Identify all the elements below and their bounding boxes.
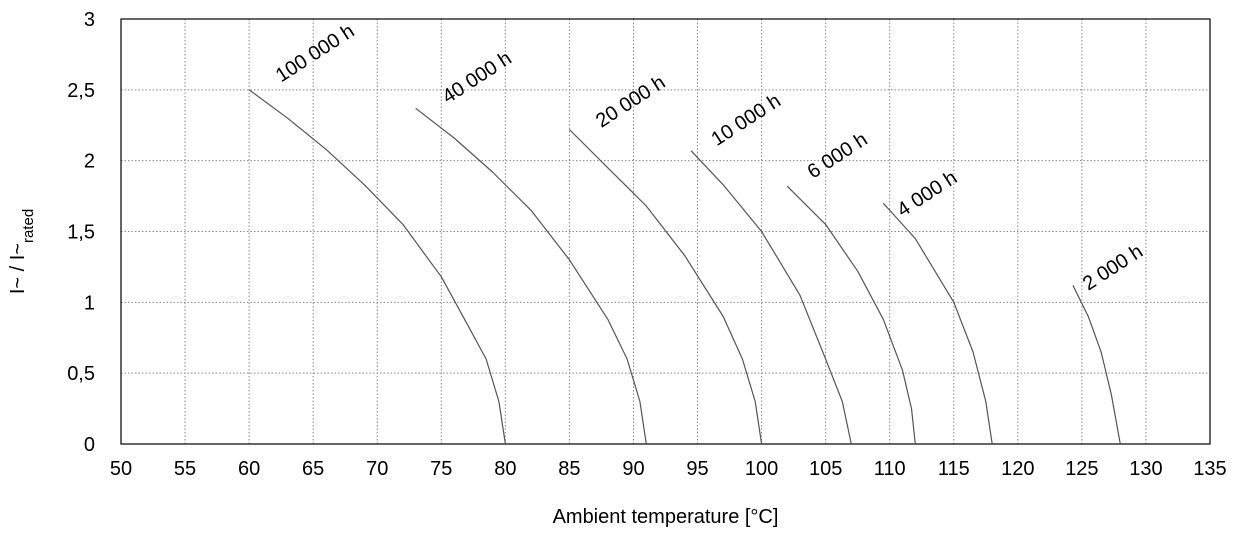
x-tick-label: 135 — [1193, 458, 1226, 480]
x-axis-ticks: 50 55 60 65 70 75 80 85 90 95 100 105 110 115 120 125 13… — [110, 458, 1227, 480]
x-tick-label: 70 — [366, 458, 388, 480]
x-tick-label: 75 — [430, 458, 452, 480]
series-label: 4 000 h — [893, 167, 961, 222]
series-curve — [882, 202, 993, 445]
y-axis-ticks: 0 0,5 1 1,5 2 2,5 3 — [67, 9, 95, 456]
y-axis-label: I~ / I~rated — [7, 209, 37, 294]
x-tick-label: 110 — [874, 458, 906, 480]
x-tick-label: 120 — [1001, 458, 1034, 480]
series-curve — [415, 107, 647, 445]
x-tick-label: 95 — [686, 458, 708, 480]
x-tick-label: 50 — [110, 458, 132, 480]
x-tick-label: 85 — [558, 458, 580, 480]
y-tick-label: 1 — [84, 292, 95, 314]
series-curve — [786, 185, 916, 445]
x-tick-label: 80 — [494, 458, 516, 480]
y-tick-label: 2 — [84, 151, 95, 173]
curve-labels: 100 000 h 40 000 h 20 000 h 10 000 h 6 000 h… — [272, 20, 1147, 295]
y-axis-label-main: I~ / I~ — [7, 243, 29, 294]
y-tick-label: 3 — [84, 9, 95, 31]
x-tick-label: 90 — [622, 458, 644, 480]
x-tick-label: 60 — [238, 458, 260, 480]
x-tick-label: 105 — [809, 458, 842, 480]
series-curve — [248, 89, 506, 445]
series-label: 6 000 h — [804, 128, 872, 183]
series-label: 100 000 h — [272, 20, 359, 87]
series-curve — [690, 150, 852, 445]
x-tick-label: 55 — [174, 458, 196, 480]
series-curve — [568, 129, 763, 445]
x-tick-label: 100 — [745, 458, 778, 480]
series-label: 20 000 h — [592, 71, 669, 132]
grid — [121, 19, 1210, 444]
series-curve — [1072, 285, 1121, 445]
plot-frame — [120, 18, 1211, 445]
curves — [248, 89, 1121, 445]
x-axis-label: Ambient temperature [°C] — [553, 506, 779, 528]
y-tick-label: 1,5 — [67, 222, 95, 244]
y-tick-label: 0,5 — [67, 363, 95, 385]
x-tick-label: 65 — [302, 458, 324, 480]
y-tick-label: 0 — [84, 434, 95, 456]
series-label: 2 000 h — [1079, 240, 1147, 295]
y-tick-label: 2,5 — [67, 80, 95, 102]
x-tick-label: 125 — [1065, 458, 1098, 480]
series-label: 10 000 h — [707, 90, 784, 151]
x-tick-label: 115 — [938, 458, 970, 480]
series-label: 40 000 h — [438, 47, 515, 108]
x-tick-label: 130 — [1129, 458, 1162, 480]
y-axis-label-sub: rated — [20, 209, 37, 243]
